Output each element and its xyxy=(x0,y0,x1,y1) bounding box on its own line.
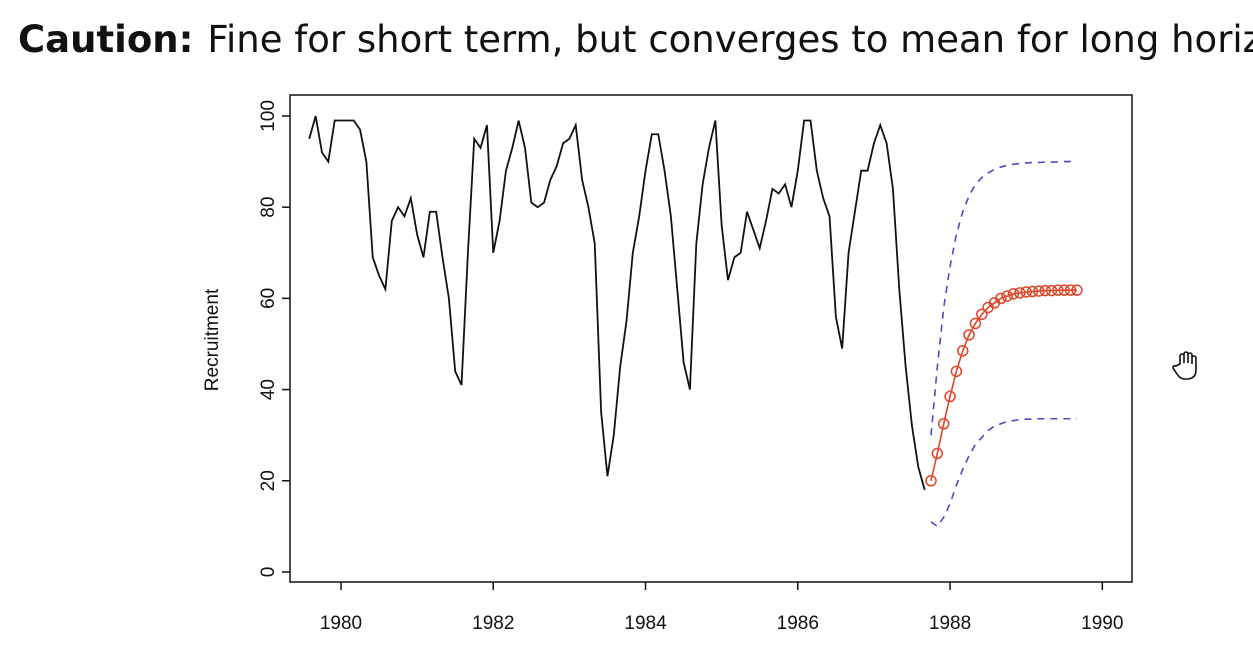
forecast-point xyxy=(931,447,944,460)
caution-label: Caution: xyxy=(18,18,193,61)
forecast-point xyxy=(1020,286,1032,298)
x-tick-label: 1982 xyxy=(472,613,514,634)
x-tick-label: 1990 xyxy=(1081,613,1123,634)
forecast-point xyxy=(944,390,956,403)
slide-heading: Caution: Fine for short term, but converg… xyxy=(18,18,1253,61)
x-tick-label: 1988 xyxy=(929,613,971,634)
forecast-point xyxy=(1045,284,1058,297)
x-tick-label: 1980 xyxy=(320,613,362,634)
plot-box xyxy=(289,94,1133,583)
series-line xyxy=(930,417,1077,528)
caution-message: Fine for short term, but converges to me… xyxy=(207,18,1253,61)
forecast-point xyxy=(925,475,937,487)
forecast-point xyxy=(1033,285,1045,297)
forecast-point xyxy=(957,345,969,357)
forecast-point xyxy=(937,418,950,430)
series-line xyxy=(930,289,1077,481)
forecast-point xyxy=(1071,284,1083,296)
forecast-point xyxy=(1052,284,1064,296)
y-tick-label: 80 xyxy=(258,197,279,218)
series-line xyxy=(308,115,926,491)
y-tick-label: 40 xyxy=(258,379,279,400)
forecast-point xyxy=(995,292,1007,305)
forecast-point xyxy=(1007,288,1020,300)
y-tick-label: 0 xyxy=(258,567,279,578)
forecast-point xyxy=(1039,284,1051,297)
series-line xyxy=(930,160,1077,436)
y-tick-label: 100 xyxy=(258,100,279,132)
forecast-point xyxy=(1026,285,1039,298)
forecast-point xyxy=(1058,284,1070,296)
forecast-point xyxy=(1014,287,1026,299)
y-tick-label: 60 xyxy=(258,288,279,309)
y-axis-label: Recruitment xyxy=(202,288,223,391)
x-tick-label: 1984 xyxy=(624,613,667,634)
y-tick-label: 20 xyxy=(258,470,279,491)
x-tick-label: 1986 xyxy=(777,613,819,634)
forecast-point xyxy=(969,317,982,330)
forecast-point xyxy=(1001,290,1013,302)
hand-cursor xyxy=(1172,351,1197,380)
forecast-point xyxy=(963,329,975,341)
forecast-point xyxy=(1064,284,1077,296)
forecast-point xyxy=(976,308,988,321)
forecast-point xyxy=(950,365,963,378)
